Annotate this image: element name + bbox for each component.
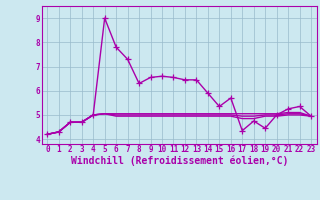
X-axis label: Windchill (Refroidissement éolien,°C): Windchill (Refroidissement éolien,°C)	[70, 156, 288, 166]
